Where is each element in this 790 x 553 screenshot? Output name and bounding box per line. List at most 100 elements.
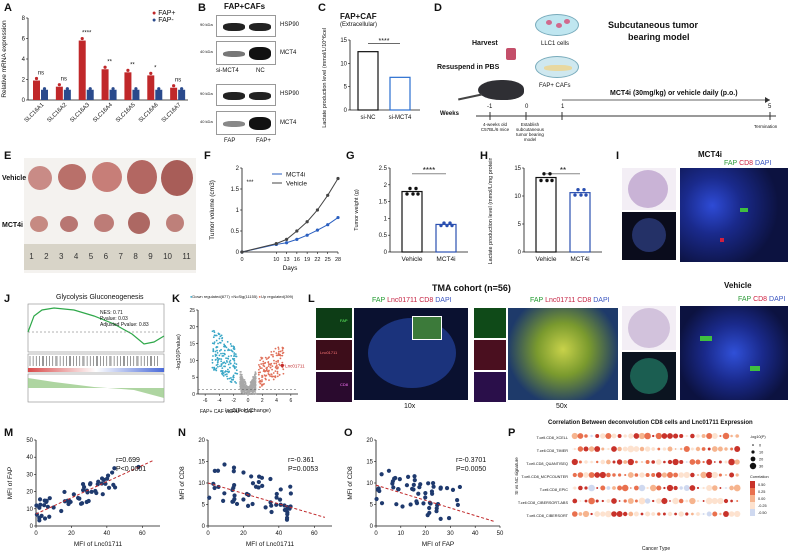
l2-lnc: Lnc01711 — [545, 297, 576, 304]
x-tick-label: 50 — [497, 531, 504, 537]
bubble — [595, 499, 599, 503]
scatter-point — [438, 485, 443, 490]
bubble — [600, 511, 606, 517]
volcano-point-down — [211, 359, 214, 361]
ruler-number: 1 — [29, 252, 34, 261]
bubble — [678, 472, 684, 478]
bubble — [588, 497, 595, 505]
scatter-point — [284, 515, 290, 521]
bubble — [718, 473, 722, 477]
bubble — [656, 459, 662, 465]
petri-dish-cafs — [535, 56, 579, 78]
bubble — [725, 487, 727, 489]
bubble — [594, 472, 601, 478]
bar-fap-neg — [86, 89, 94, 100]
volcano-point-down — [211, 361, 214, 364]
bubble — [633, 485, 639, 491]
bubble — [644, 498, 651, 504]
y-tick-label: 2 — [384, 183, 388, 189]
volcano-point-up — [277, 348, 280, 350]
annotation-r: r=-0.3701 — [456, 457, 486, 464]
bar-dot — [405, 192, 409, 196]
bubble — [662, 512, 666, 516]
panel-j-gsea — [27, 303, 165, 403]
volcano-point-down — [226, 368, 229, 371]
bubble — [730, 447, 734, 451]
x-tick-label: SLC16A1 — [24, 102, 46, 124]
significance-label: ns — [175, 78, 181, 84]
blot-hsp90-bottom — [216, 84, 276, 106]
volcano-point-down — [219, 335, 222, 338]
bar — [535, 176, 557, 253]
x-axis-label: MFI of FAP — [422, 541, 455, 548]
bubble — [652, 499, 655, 503]
y-tick-label: 1.5 — [231, 187, 240, 193]
bubble — [618, 500, 621, 502]
bubble — [655, 432, 662, 440]
volcano-point-nosig — [252, 376, 254, 378]
volcano-point-nosig — [239, 380, 242, 383]
bar-dot — [450, 223, 454, 228]
volcano-point-up — [262, 360, 265, 363]
l1-lnc: Lnc01711 — [387, 297, 418, 304]
bar-fap-neg — [41, 89, 48, 100]
l2-cd8: CD8 — [577, 297, 592, 304]
bubble — [605, 432, 612, 440]
bubble — [571, 432, 578, 440]
x-tick-label: -4 — [217, 398, 222, 404]
volcano-point-down — [233, 354, 236, 356]
volcano-point-down — [211, 330, 214, 333]
scatter-point — [410, 486, 415, 491]
bubble — [577, 433, 584, 439]
scatter-point — [87, 482, 93, 487]
volcano-point-up — [275, 362, 278, 365]
bubble — [734, 459, 740, 465]
bubble — [582, 510, 590, 518]
y-tick-label: 10 — [340, 61, 347, 67]
scatter-point — [231, 469, 236, 474]
scatter-point — [412, 474, 417, 479]
row-label: T.cell.CD8_EPIC — [540, 488, 569, 492]
label-harvest: Harvest — [472, 40, 498, 47]
tube-icon — [506, 48, 516, 60]
x-tick-label: 25 — [325, 257, 331, 263]
bubble — [577, 472, 584, 478]
panel-letter-o: O — [344, 427, 353, 439]
scatter-point — [100, 492, 105, 497]
volcano-point-down — [224, 362, 227, 365]
bubble — [656, 485, 662, 491]
volcano-point-down — [212, 355, 214, 357]
bubble — [697, 474, 699, 476]
scatter-point — [411, 482, 416, 487]
y-tick-label: 4 — [22, 57, 26, 63]
bubble — [685, 434, 688, 438]
lane-simct4: si-MCT4 — [216, 68, 239, 74]
scatter-point — [444, 485, 450, 491]
volcano-point-down — [227, 355, 230, 358]
volcano-point-up — [264, 377, 267, 380]
volcano-point-nosig — [241, 379, 244, 381]
scatter-point — [207, 495, 212, 500]
volcano-point-up — [262, 362, 264, 365]
x-tick-label: Vehicle — [536, 256, 557, 263]
volcano-point-up — [281, 349, 284, 352]
bubble — [616, 511, 623, 517]
scatter-point — [59, 508, 64, 514]
vehicle-legend-fap: FAP — [738, 296, 752, 303]
legend-label: Vehicle — [286, 181, 307, 188]
y-tick-label: 15 — [189, 342, 195, 348]
tma-inset-fap: FAP — [316, 308, 352, 338]
y-tick-label: 40 — [26, 455, 33, 461]
volcano-point-down — [233, 359, 236, 362]
volcano-point-down — [222, 354, 225, 357]
volcano-point-nosig — [253, 383, 256, 386]
bubble — [702, 513, 705, 515]
volcano-point-down — [232, 375, 235, 378]
bar-dot — [579, 193, 583, 197]
color-legend-label: 0.25 — [758, 490, 765, 494]
x-tick-label: 10 — [397, 531, 404, 537]
panel-letter-k: K — [172, 293, 180, 305]
panel-a-legend: ● FAP+ ● FAP- — [152, 10, 176, 24]
volcano-point-up — [273, 375, 275, 378]
y-tick-label: 5 — [344, 85, 348, 91]
